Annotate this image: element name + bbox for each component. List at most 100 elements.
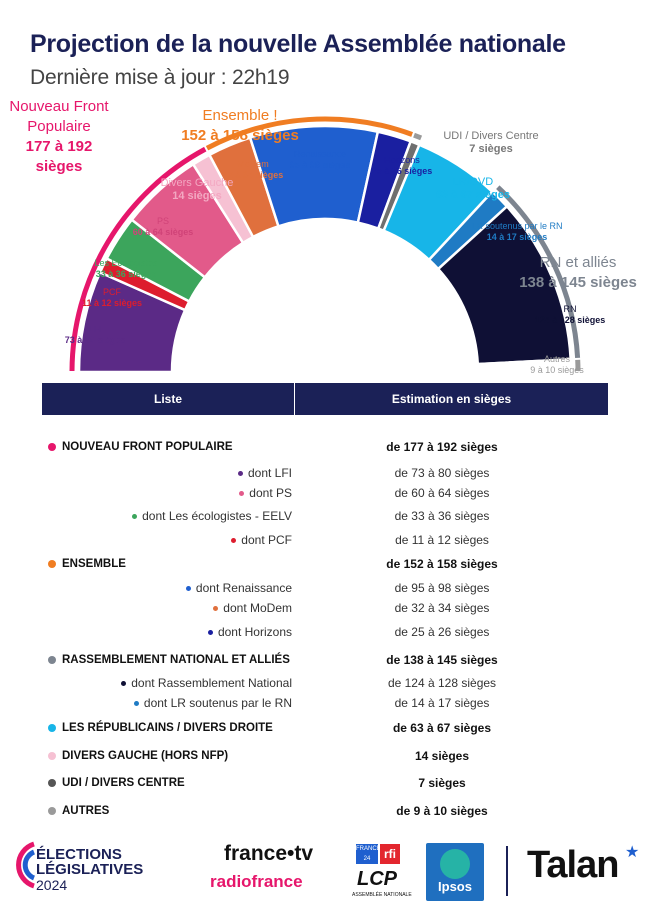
label-rn: RN 124 à 128 sièges [530, 304, 610, 326]
label-nfp: Nouveau Front Populaire 177 à 192 sièges [4, 97, 114, 177]
label-autres: Autres 9 à 10 sièges [522, 354, 592, 376]
table-row-subgroup: dont Horizons de 25 à 26 sièges [42, 622, 608, 642]
label-ensemble: Ensemble ! 152 à 158 sièges [170, 106, 310, 146]
row-label: dont PCF [231, 530, 292, 550]
table-row-group: AUTRES de 9 à 10 sièges [42, 801, 608, 821]
table-row-subgroup: dont MoDem de 32 à 34 sièges [42, 598, 608, 618]
talan-logo: Talan [527, 844, 619, 886]
rfi-logo: rfi [380, 844, 400, 864]
label-rn-allies-name: RN et alliés [539, 254, 617, 271]
table-row-subgroup: dont LR soutenus par le RN de 14 à 17 siè… [42, 693, 608, 713]
row-label-text: NOUVEAU FRONT POPULAIRE [62, 441, 233, 453]
label-renaissance-name: Renaissance [293, 149, 347, 159]
label-nfp-range: 177 à 192 sièges [25, 138, 93, 175]
row-value: de 25 à 26 sièges [394, 625, 490, 639]
row-label-text: dont MoDem [223, 601, 292, 615]
color-dot-icon [48, 443, 56, 451]
row-value: de 9 à 10 sièges [396, 804, 488, 818]
row-label: AUTRES [48, 801, 109, 821]
row-value: de 95 à 98 sièges [394, 581, 490, 595]
row-value: de 73 à 80 sièges [394, 466, 490, 480]
table-row-subgroup: dont Rassemblement National de 124 à 128 … [42, 673, 608, 693]
row-label-text: AUTRES [62, 805, 110, 817]
elections-logo-line1: ÉLECTIONS [36, 846, 122, 863]
color-dot-icon [48, 807, 56, 815]
lcp-logo: LCP [357, 868, 397, 890]
row-value: de 60 à 64 sièges [394, 486, 490, 500]
row-label: dont Les écologistes - EELV [132, 506, 292, 526]
row-value: de 124 à 128 sièges [387, 676, 497, 690]
table-row-group: LES RÉPUBLICAINS / DIVERS DROITE de 63 à … [42, 718, 608, 738]
row-value: de 32 à 34 sièges [394, 601, 490, 615]
table-row-group: DIVERS GAUCHE (HORS NFP) 14 sièges [42, 746, 608, 766]
color-dot-icon [48, 560, 56, 568]
table-row-subgroup: dont PS de 60 à 64 sièges [42, 483, 608, 503]
row-label: dont LR soutenus par le RN [133, 693, 292, 713]
column-header-liste: Liste [42, 383, 295, 415]
color-dot-icon [213, 605, 219, 611]
label-lrdvd: LR/DVD 63 à 67 sièges [418, 176, 528, 202]
row-label: NOUVEAU FRONT POPULAIRE [48, 437, 233, 457]
label-eco-value: 33 à 36 sièges [95, 269, 157, 279]
row-label-text: dont Renaissance [195, 581, 292, 595]
row-label: dont PS [239, 483, 292, 503]
ipsos-logo: Ipsos [426, 843, 484, 901]
color-dot-icon [133, 700, 139, 706]
ipsos-emblem-icon [440, 849, 470, 879]
label-ensemble-range: 152 à 158 sièges [181, 127, 299, 144]
label-nfp-name: Nouveau Front Populaire [9, 98, 109, 135]
talan-star-icon: ★ [625, 844, 640, 861]
label-lr-rn-value: 14 à 17 sièges [486, 232, 548, 242]
color-dot-icon [48, 779, 56, 787]
label-pcf-value: 11 à 12 sièges [81, 298, 143, 308]
column-header-estimation: Estimation en sièges [391, 392, 512, 406]
color-dot-icon [48, 752, 56, 760]
label-rn-allies-range: 138 à 145 sièges [519, 274, 637, 291]
footer-divider [506, 846, 508, 896]
row-value: de 14 à 17 sièges [394, 696, 490, 710]
label-udi-value: 7 sièges [469, 143, 513, 155]
group-band-rn-allies [496, 185, 581, 359]
color-dot-icon [231, 537, 237, 543]
group-band-nfp [69, 146, 207, 371]
label-renaissance-value: 95 à 98 sièges [289, 160, 351, 170]
label-renaissance: Renaissance 95 à 98 sièges [282, 149, 358, 171]
color-dot-icon [239, 490, 245, 496]
label-eco-name: Les Ecologistes [94, 258, 158, 268]
hemicycle-segment-autres [476, 357, 573, 374]
row-label: ENSEMBLE [48, 554, 126, 574]
elections-emblem-icon [16, 841, 36, 889]
table-row-subgroup: dont PCF de 11 à 12 sièges [42, 530, 608, 550]
table-row-group: NOUVEAU FRONT POPULAIRE de 177 à 192 sièg… [42, 437, 608, 457]
hemicycle-chart [69, 116, 581, 374]
row-label: dont Rassemblement National [121, 673, 292, 693]
color-dot-icon [121, 680, 127, 686]
lcp-subtitle: ASSEMBLÉE NATIONALE [352, 892, 412, 898]
row-label-text: dont PCF [241, 533, 292, 547]
row-value: de 177 à 192 sièges [386, 440, 498, 454]
row-value: 14 sièges [414, 749, 470, 763]
label-ps-name: PS [156, 216, 169, 226]
label-autres-name: Autres [543, 354, 570, 364]
row-label: dont Horizons [207, 622, 292, 642]
color-dot-icon [132, 513, 138, 519]
label-dvg-value: 14 sièges [172, 190, 222, 202]
label-udi: UDI / Divers Centre 7 sièges [436, 130, 546, 156]
row-label-text: dont Horizons [217, 625, 292, 639]
france24-logo: FRANCE 24 [356, 844, 381, 864]
francetv-logo: france•tv [224, 842, 314, 865]
label-ps-value: 60 à 64 sièges [132, 227, 194, 237]
label-modem: MoDem 32 à 34 sièges [215, 159, 291, 181]
row-label-text: ENSEMBLE [62, 558, 126, 570]
row-value: de 152 à 158 sièges [386, 557, 498, 571]
label-ps: PS 60 à 64 sièges [128, 216, 198, 238]
row-label-text: dont Rassemblement National [131, 676, 292, 690]
footer-logos: ÉLECTIONS LÉGISLATIVES 2024 france•tv ra… [0, 830, 650, 910]
table-header: Liste Estimation en sièges [42, 383, 608, 415]
color-dot-icon [48, 724, 56, 732]
label-pcf: PCF 11 à 12 sièges [77, 287, 147, 309]
label-udi-name: UDI / Divers Centre [443, 130, 539, 142]
label-lfi-name: LFI [88, 324, 102, 334]
label-lrdvd-name: LR/DVD [452, 176, 494, 188]
page-title: Projection de la nouvelle Assemblée nati… [30, 30, 566, 58]
